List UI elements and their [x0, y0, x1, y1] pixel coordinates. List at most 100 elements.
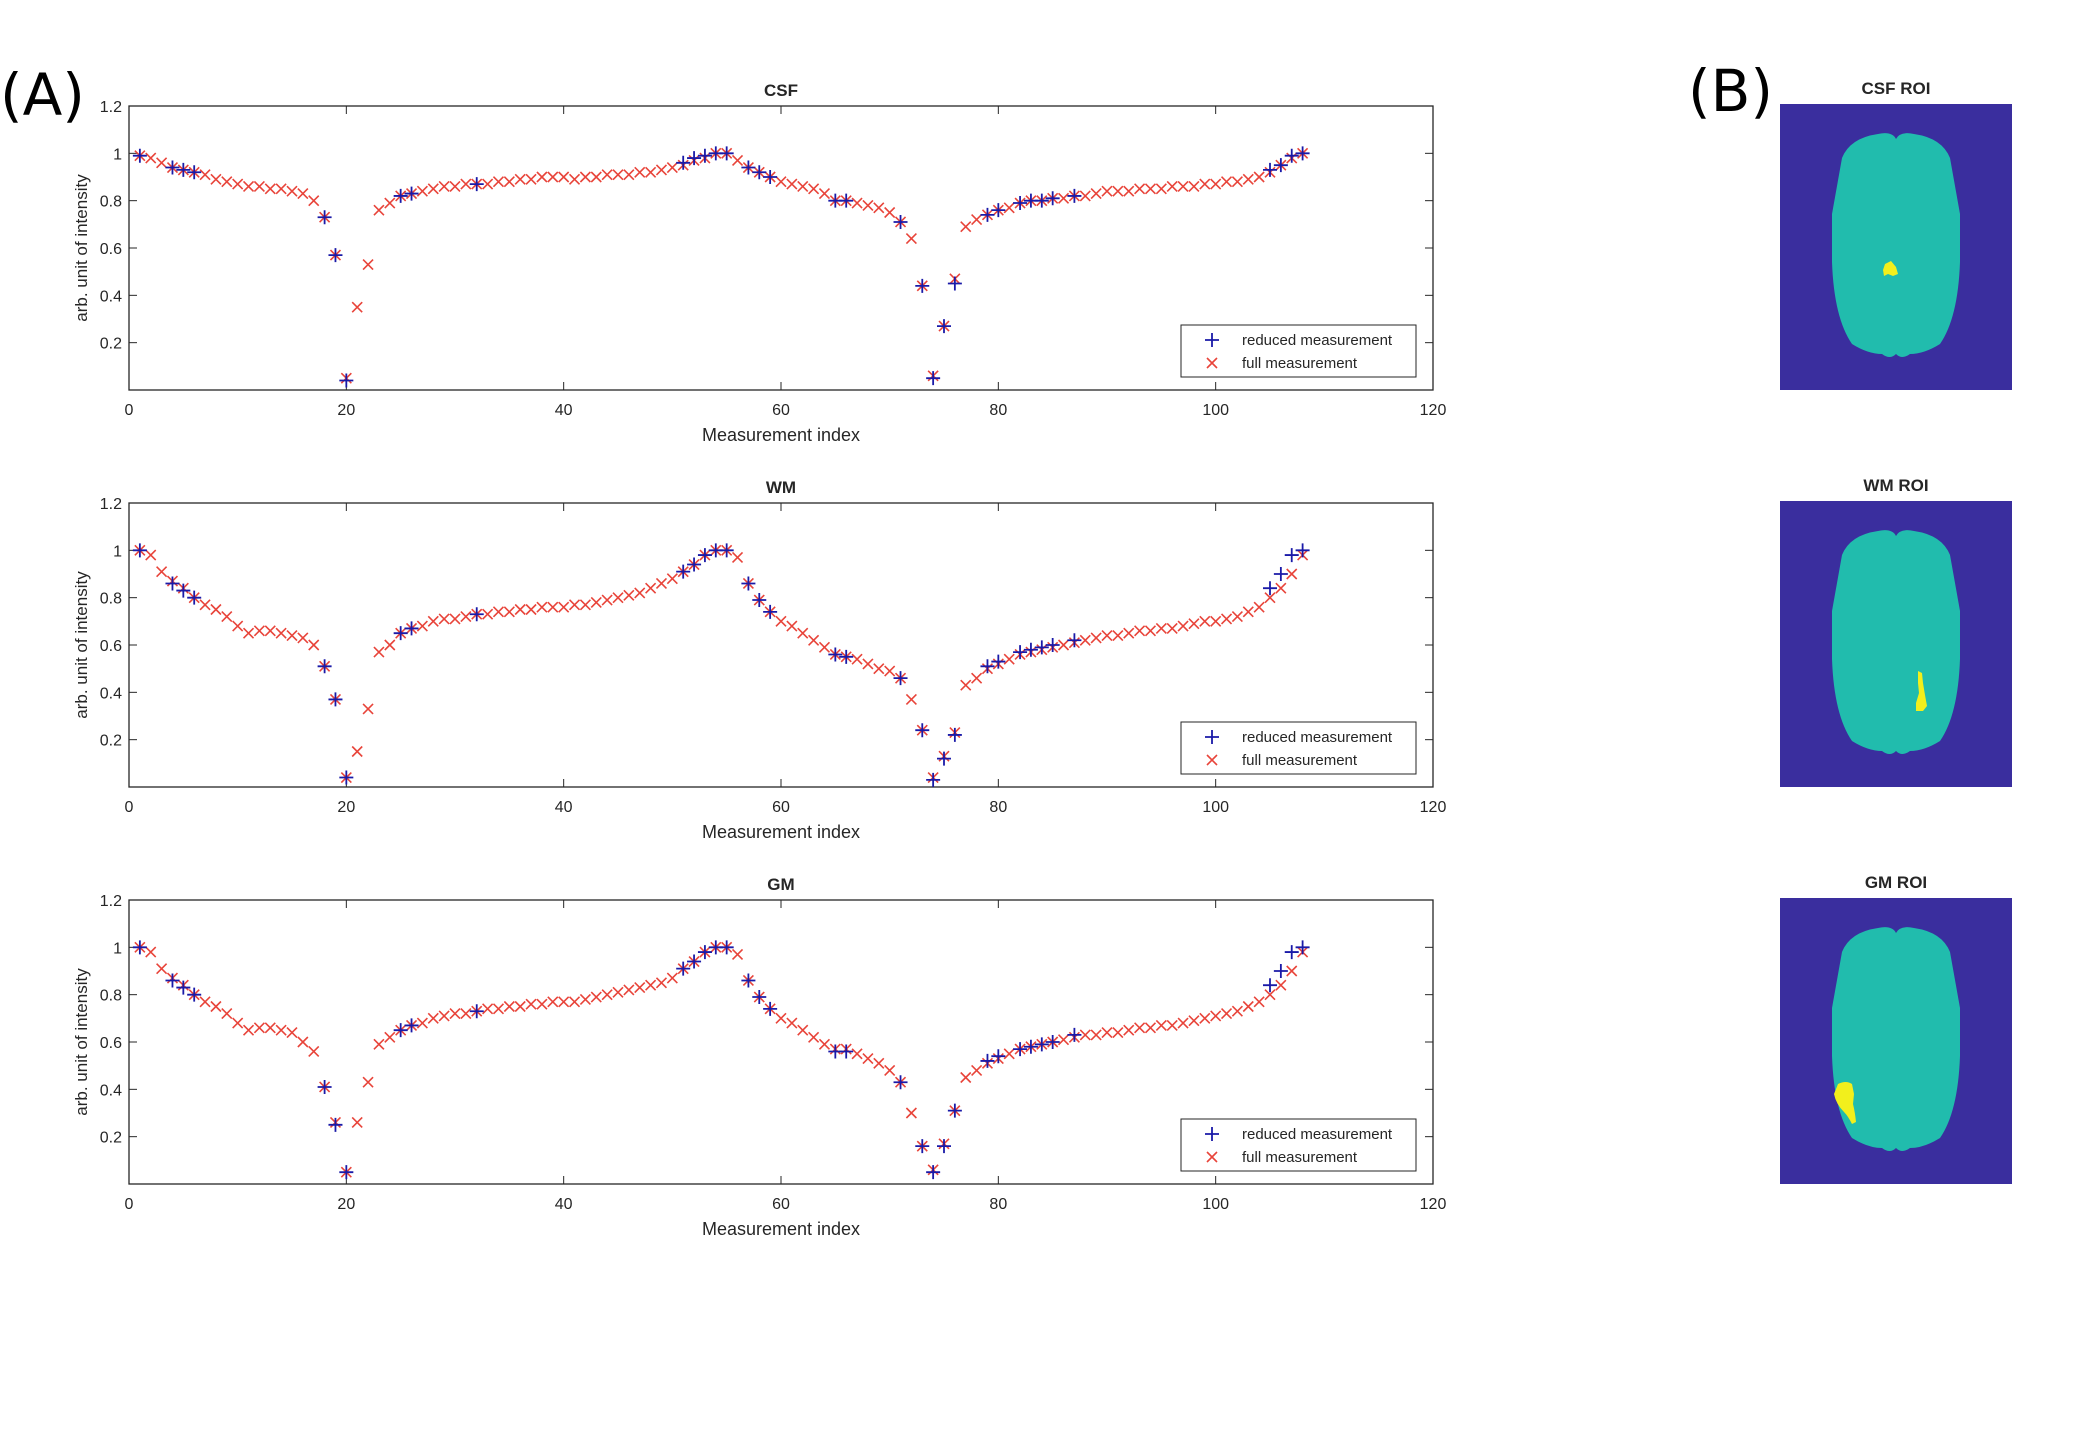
reduced-measurement-point: [697, 945, 712, 960]
full-measurement-point: [1242, 173, 1254, 185]
full-measurement-point: [862, 199, 874, 211]
full-measurement-point: [1220, 1008, 1233, 1020]
full-measurement-point: [645, 582, 657, 594]
full-measurement-point: [525, 173, 537, 185]
reduced-measurement-point: [763, 604, 778, 619]
roi-title: CSF ROI: [1862, 79, 1931, 98]
full-measurement-point: [1188, 618, 1200, 630]
full-measurement-point: [905, 1107, 917, 1119]
reduced-measurement-point: [1273, 964, 1288, 978]
full-measurement-point: [221, 611, 233, 623]
full-measurement-point: [1134, 183, 1146, 195]
reduced-measurement-point: [676, 155, 691, 170]
reduced-measurement-point: [1045, 638, 1060, 652]
full-measurement-point: [156, 157, 168, 169]
reduced-measurement-point: [752, 165, 767, 180]
full-measurement-point: [438, 1010, 450, 1022]
full-measurement-point: [427, 615, 439, 627]
reduced-measurement-point: [404, 621, 419, 636]
full-measurement-point: [873, 1057, 885, 1069]
x-tick-label: 80: [989, 402, 1007, 419]
full-measurement-point: [590, 171, 602, 183]
reduced-measurement-point: [393, 626, 408, 641]
x-tick-label: 120: [1420, 1196, 1447, 1213]
full-measurement-point: [1134, 1022, 1146, 1034]
reduced-measurement-point: [1013, 645, 1028, 660]
reduced-measurement-point: [937, 319, 951, 334]
reduced-measurement-point: [404, 1018, 419, 1033]
full-measurement-point: [666, 972, 678, 984]
reduced-measurement-point: [339, 373, 354, 388]
reduced-measurement-point: [676, 564, 691, 579]
full-measurement-point: [1166, 1019, 1178, 1031]
full-measurement-point: [775, 1012, 787, 1024]
reduced-measurement-point: [1284, 548, 1299, 563]
legend: reduced measurement full measurement: [1180, 324, 1417, 378]
reduced-measurement-point: [980, 207, 995, 222]
reduced-measurement-point: [839, 1044, 854, 1059]
full-measurement-point: [438, 180, 450, 193]
x-tick-label: 40: [555, 402, 573, 419]
full-measurement-point: [558, 601, 570, 613]
reduced-measurement-point: [719, 543, 734, 558]
reduced-measurement-point: [980, 659, 995, 674]
full-measurement-point: [514, 173, 526, 185]
full-measurement-point: [253, 1022, 265, 1034]
full-measurement-point: [590, 991, 602, 1003]
full-measurement-point: [558, 171, 570, 183]
reduced-measurement-point: [165, 576, 180, 591]
full-measurement-point: [1210, 178, 1222, 190]
x-tick-label: 80: [989, 799, 1007, 816]
reduced-measurement-point: [926, 772, 941, 787]
x-tick-label: 120: [1420, 799, 1447, 816]
full-measurement-point: [438, 613, 450, 625]
full-measurement-point: [1101, 629, 1113, 642]
full-measurement-point: [862, 1053, 874, 1065]
full-measurement-point: [525, 603, 537, 616]
full-measurement-point: [775, 615, 787, 627]
full-measurement-point: [1057, 1034, 1070, 1046]
full-measurement-point: [623, 589, 635, 601]
reduced-measurement-point: [893, 671, 908, 686]
full-measurement-point: [818, 188, 831, 200]
full-measurement-point: [242, 1024, 255, 1036]
legend: reduced measurement full measurement: [1180, 721, 1417, 775]
reduced-measurement-point: [991, 1049, 1006, 1064]
full-measurement-point: [1079, 190, 1091, 202]
full-measurement-point: [971, 214, 983, 226]
full-measurement-point: [1079, 634, 1091, 646]
full-measurement-point: [503, 1000, 515, 1013]
full-measurement-point: [1090, 1029, 1102, 1041]
reduced-measurement-point: [132, 543, 147, 558]
full-measurement-point: [253, 180, 265, 193]
full-measurement-point: [1144, 625, 1157, 637]
reduced-measurement-point: [1067, 633, 1082, 648]
full-measurement-point: [634, 166, 646, 178]
full-measurement-point: [525, 998, 537, 1010]
full-measurement-point: [1003, 202, 1015, 214]
full-measurement-point: [232, 178, 244, 190]
chart-title: WM: [766, 478, 796, 497]
full-measurement-point: [221, 176, 233, 188]
reduced-measurement-point: [752, 593, 767, 608]
reduced-measurement-point: [176, 583, 191, 598]
y-tick-label: 0.2: [100, 733, 122, 750]
full-measurement-point: [1210, 615, 1222, 627]
legend: reduced measurement full measurement: [1180, 1118, 1417, 1172]
reduced-measurement-point: [991, 203, 1006, 218]
legend-reduced-marker: [1205, 1127, 1219, 1141]
full-measurement-point: [1112, 629, 1124, 642]
chart-gm: GM 0 20 40 60 80 100 120 0.2 0.4 0.6 0.8 1 1.2 Measure…: [72, 875, 1446, 1239]
x-tick-label: 120: [1420, 402, 1447, 419]
roi-title: WM ROI: [1863, 476, 1928, 495]
full-measurement-point: [1112, 185, 1124, 197]
y-tick-label: 0.8: [100, 988, 122, 1005]
y-tick-label: 1: [113, 543, 122, 560]
full-measurement-point: [1057, 639, 1070, 651]
legend-reduced-label: reduced measurement: [1242, 729, 1393, 746]
full-measurement-point: [1177, 1017, 1189, 1029]
full-measurement-point: [264, 625, 276, 637]
x-tick-label: 80: [989, 1196, 1007, 1213]
full-measurement-point: [818, 1038, 831, 1050]
full-measurement-point: [623, 984, 635, 996]
